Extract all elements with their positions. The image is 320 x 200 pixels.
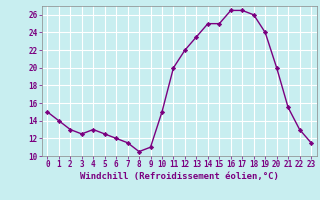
X-axis label: Windchill (Refroidissement éolien,°C): Windchill (Refroidissement éolien,°C) [80,172,279,181]
